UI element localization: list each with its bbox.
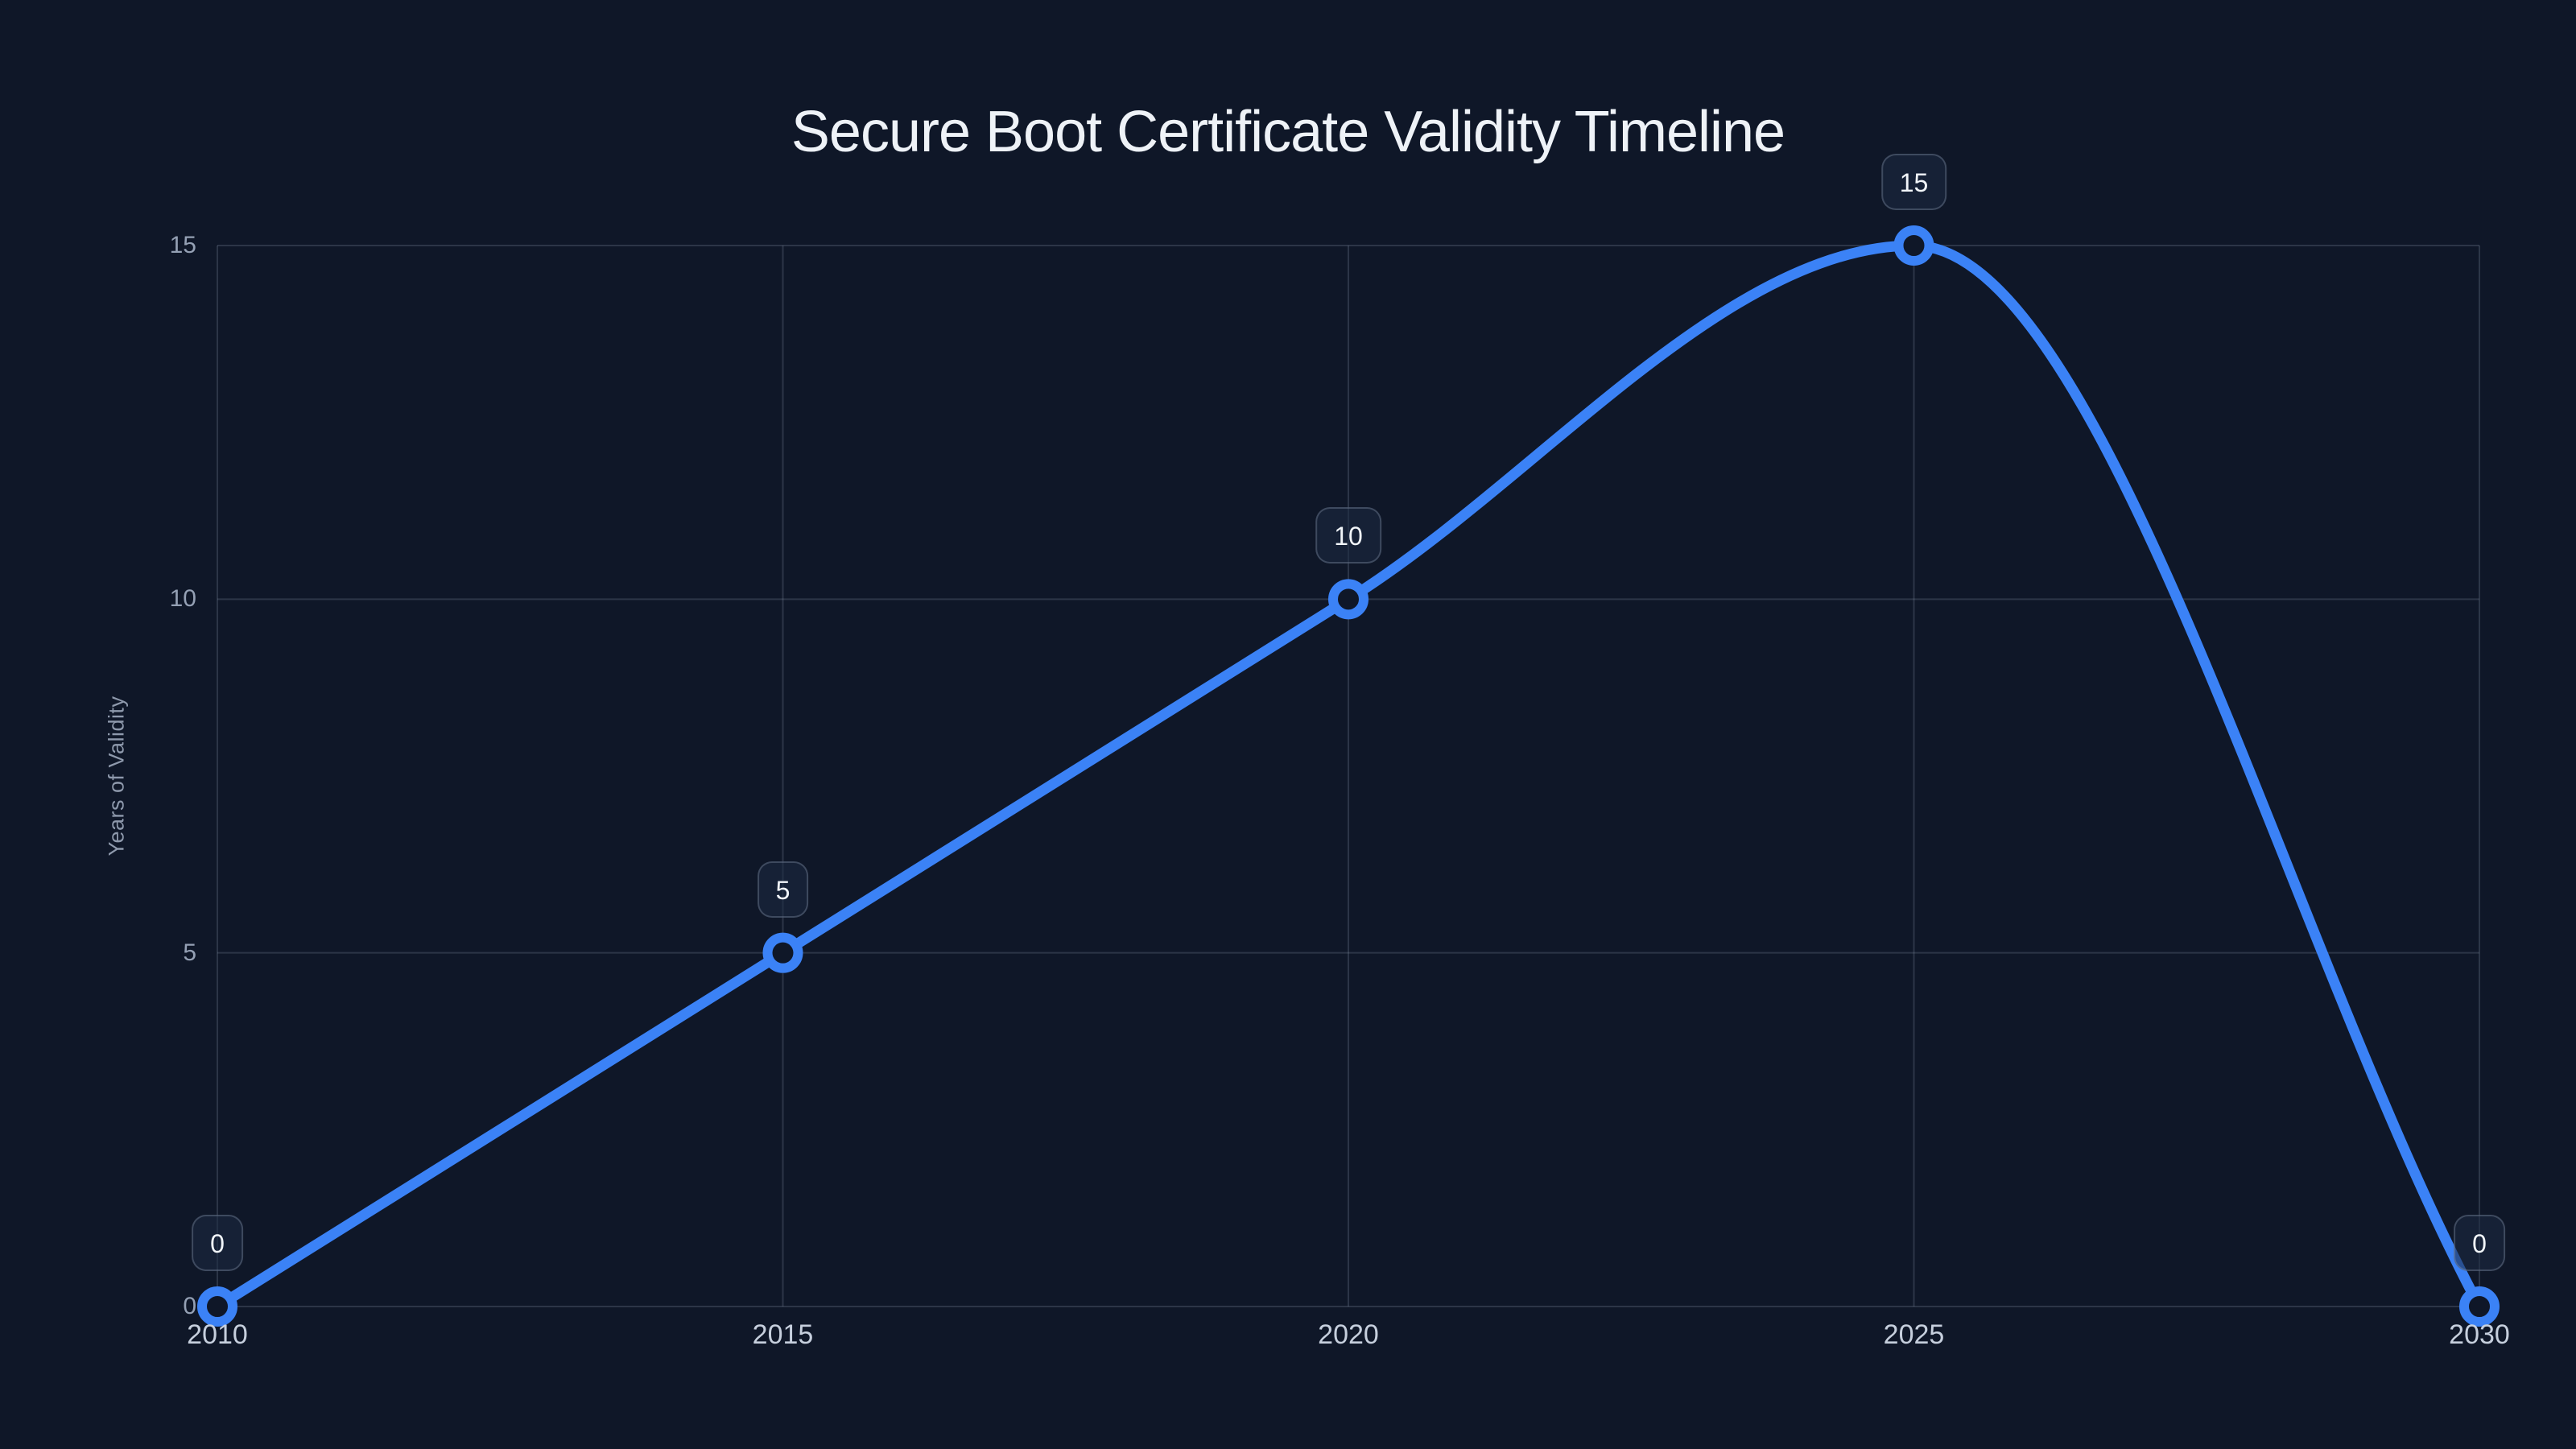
data-point-marker[interactable] (197, 1286, 237, 1327)
point-value-label: 5 (757, 861, 809, 918)
data-point-markers (197, 225, 2500, 1327)
point-value-label: 0 (2454, 1215, 2505, 1271)
data-point-marker[interactable] (2459, 1286, 2500, 1327)
data-point-marker[interactable] (1893, 225, 1934, 266)
x-tick-label: 2030 (2449, 1319, 2510, 1350)
y-tick-label: 15 (169, 232, 196, 258)
chart-title: Secure Boot Certificate Validity Timelin… (791, 100, 1785, 164)
y-tick-label: 10 (169, 585, 196, 613)
point-value-label: 10 (1315, 507, 1381, 564)
series-line (212, 240, 2485, 1312)
gridlines (217, 245, 2480, 1307)
x-tick-label: 2015 (752, 1319, 814, 1350)
point-value-label: 0 (192, 1215, 243, 1271)
x-tick-label: 2025 (1883, 1319, 1945, 1350)
y-tick-label: 5 (183, 939, 196, 966)
point-value-label: 15 (1880, 154, 1947, 210)
y-tick-label: 0 (183, 1293, 196, 1319)
x-tick-label: 2020 (1318, 1319, 1379, 1350)
x-tick-label: 2010 (187, 1319, 248, 1350)
data-point-marker[interactable] (1328, 579, 1368, 620)
data-point-marker[interactable] (762, 932, 803, 973)
